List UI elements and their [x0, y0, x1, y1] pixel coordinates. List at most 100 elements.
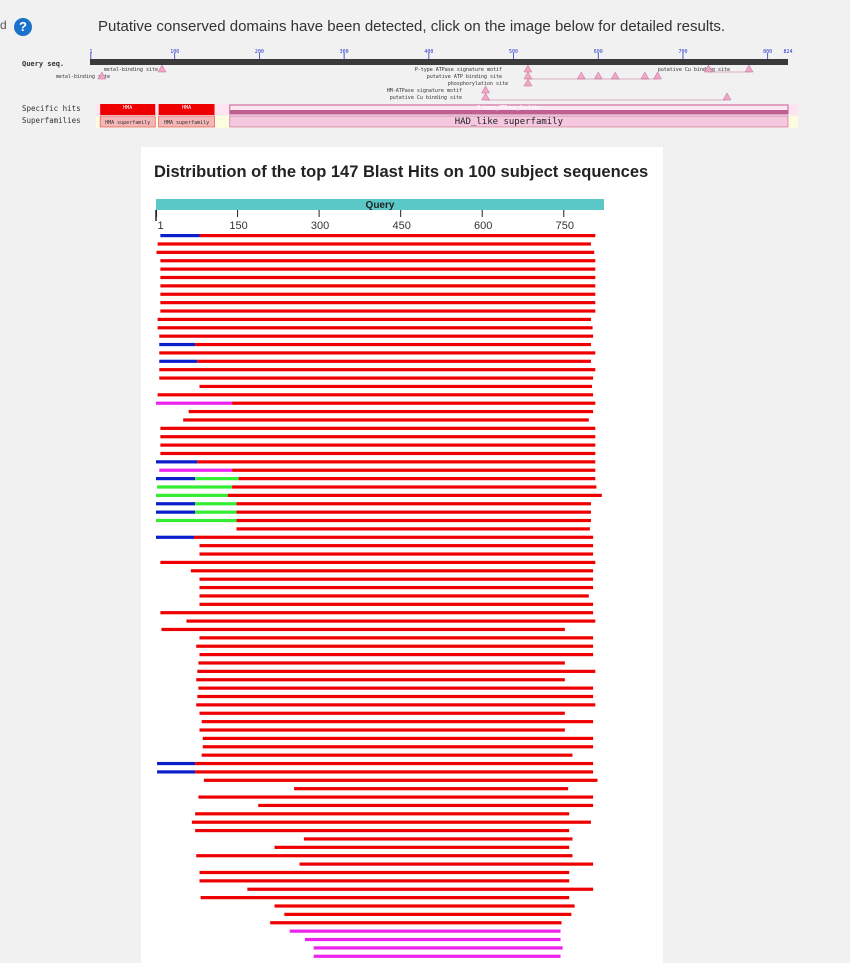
blast-hit-segment[interactable] — [199, 544, 594, 548]
blast-hit-segment[interactable] — [157, 485, 233, 489]
site-triangle-icon[interactable] — [610, 71, 620, 80]
blast-hit-segment[interactable] — [289, 929, 561, 933]
blast-hit-segment[interactable] — [159, 334, 594, 338]
blast-hit-segment[interactable] — [160, 451, 596, 456]
specific-hit-hma[interactable] — [158, 104, 215, 115]
blast-hit-segment[interactable] — [157, 317, 591, 321]
blast-hit-segment[interactable] — [157, 242, 591, 246]
site-triangle-icon[interactable] — [593, 71, 603, 80]
blast-hit-segment[interactable] — [284, 912, 572, 916]
blast-hit-segment[interactable] — [274, 845, 570, 849]
blast-hit-segment[interactable] — [157, 770, 196, 774]
blast-hit-segment[interactable] — [156, 401, 233, 405]
blast-hit-segment[interactable] — [156, 535, 195, 539]
blast-hit-segment[interactable] — [197, 460, 596, 464]
blast-hit-segment[interactable] — [160, 426, 596, 430]
blast-hit-segment[interactable] — [156, 460, 198, 464]
blast-hit-segment[interactable] — [313, 954, 561, 958]
blast-hit-segment[interactable] — [160, 275, 596, 280]
blast-hit-segment[interactable] — [199, 870, 570, 875]
blast-hit-segment[interactable] — [195, 477, 239, 481]
blast-hit-segment[interactable] — [199, 879, 570, 883]
blast-hit-segment[interactable] — [313, 946, 563, 950]
blast-hit-segment[interactable] — [197, 669, 596, 673]
site-triangle-icon[interactable] — [523, 71, 533, 80]
site-triangle-icon[interactable] — [97, 71, 107, 80]
blast-hit-segment[interactable] — [199, 552, 594, 556]
blast-hits-graphic[interactable]: Query 1 150 300 450 600 750 — [141, 147, 663, 963]
blast-hit-segment[interactable] — [157, 326, 593, 330]
conserved-domains-graphic[interactable]: Query seq. 1 100 200 300 400 500 600 700 800 824 me… — [0, 44, 850, 134]
blast-hit-segment[interactable] — [195, 761, 594, 766]
blast-hit-segment[interactable] — [195, 510, 237, 514]
blast-hit-segment[interactable] — [156, 477, 196, 481]
question-circle-icon[interactable]: ? — [14, 18, 32, 36]
blast-hit-segment[interactable] — [160, 284, 596, 288]
blast-hit-segment[interactable] — [160, 560, 596, 565]
blast-hit-segment[interactable] — [227, 493, 602, 497]
blast-hit-segment[interactable] — [196, 703, 596, 707]
blast-hit-segment[interactable] — [201, 753, 573, 757]
blast-hit-segment[interactable] — [160, 292, 596, 296]
blast-hit-segment[interactable] — [160, 259, 596, 263]
blast-hit-segment[interactable] — [160, 267, 596, 271]
blast-hit-segment[interactable] — [191, 820, 591, 824]
blast-hit-segment[interactable] — [157, 761, 196, 766]
blast-hit-segment[interactable] — [201, 720, 594, 724]
site-triangle-icon[interactable] — [523, 78, 533, 87]
blast-hit-segment[interactable] — [190, 569, 594, 573]
blast-hit-segment[interactable] — [160, 309, 596, 313]
blast-hit-segment[interactable] — [159, 351, 596, 355]
blast-hit-segment[interactable] — [160, 234, 200, 238]
blast-hit-segment[interactable] — [303, 837, 573, 841]
conserved-domains-svg[interactable]: Query seq. 1 100 200 300 400 500 600 700 800 824 me… — [0, 44, 850, 134]
blast-hit-segment[interactable] — [299, 862, 594, 866]
blast-hit-segment[interactable] — [199, 577, 594, 581]
blast-hit-segment[interactable] — [159, 342, 196, 347]
blast-hit-segment[interactable] — [195, 812, 570, 816]
blast-hit-segment[interactable] — [199, 585, 594, 590]
blast-hit-segment[interactable] — [236, 502, 591, 506]
blast-hit-segment[interactable] — [199, 653, 594, 657]
blast-hit-segment[interactable] — [198, 795, 594, 799]
blast-hit-segment[interactable] — [198, 686, 594, 690]
blast-hit-segment[interactable] — [159, 376, 594, 380]
superfamily-bar[interactable] — [99, 115, 156, 128]
blast-hit-segment[interactable] — [196, 678, 565, 682]
blast-hit-segment[interactable] — [236, 518, 591, 523]
blast-hit-segment[interactable] — [232, 485, 597, 489]
blast-hit-segment[interactable] — [202, 745, 594, 749]
blast-hit-segment[interactable] — [161, 627, 565, 632]
site-triangle-icon[interactable] — [576, 71, 586, 80]
blast-hit-segment[interactable] — [195, 342, 591, 347]
blast-hit-segment[interactable] — [199, 636, 594, 640]
blast-hit-segment[interactable] — [183, 418, 589, 422]
site-triangle-icon[interactable] — [481, 85, 491, 94]
site-triangle-icon[interactable] — [481, 92, 491, 101]
blast-hit-segment[interactable] — [294, 787, 569, 791]
blast-hit-segment[interactable] — [247, 887, 594, 891]
blast-hit-segment[interactable] — [195, 828, 570, 833]
blast-hit-segment[interactable] — [156, 518, 237, 523]
blast-hit-segment[interactable] — [199, 384, 593, 389]
blast-hit-segment[interactable] — [258, 803, 594, 808]
blast-hit-segment[interactable] — [196, 854, 573, 858]
blast-hit-segment[interactable] — [156, 502, 196, 506]
blast-hit-segment[interactable] — [304, 937, 561, 942]
specific-hit-hma[interactable] — [100, 104, 156, 115]
blast-hit-segment[interactable] — [236, 510, 591, 514]
blast-hit-segment[interactable] — [156, 510, 196, 514]
blast-hit-segment[interactable] — [188, 409, 594, 414]
blast-hit-segment[interactable] — [160, 443, 596, 447]
site-triangle-icon[interactable] — [722, 92, 732, 101]
superfamily-bar[interactable] — [229, 115, 789, 128]
site-triangle-icon[interactable] — [640, 71, 650, 80]
blast-hit-segment[interactable] — [197, 359, 591, 363]
blast-hit-segment[interactable] — [236, 527, 590, 531]
blast-hit-segment[interactable] — [199, 602, 594, 606]
blast-hit-segment[interactable] — [186, 619, 596, 623]
blast-hit-segment[interactable] — [160, 301, 596, 305]
blast-hit-segment[interactable] — [156, 493, 228, 497]
blast-hit-segment[interactable] — [160, 611, 594, 615]
blast-hit-segment[interactable] — [238, 477, 596, 481]
